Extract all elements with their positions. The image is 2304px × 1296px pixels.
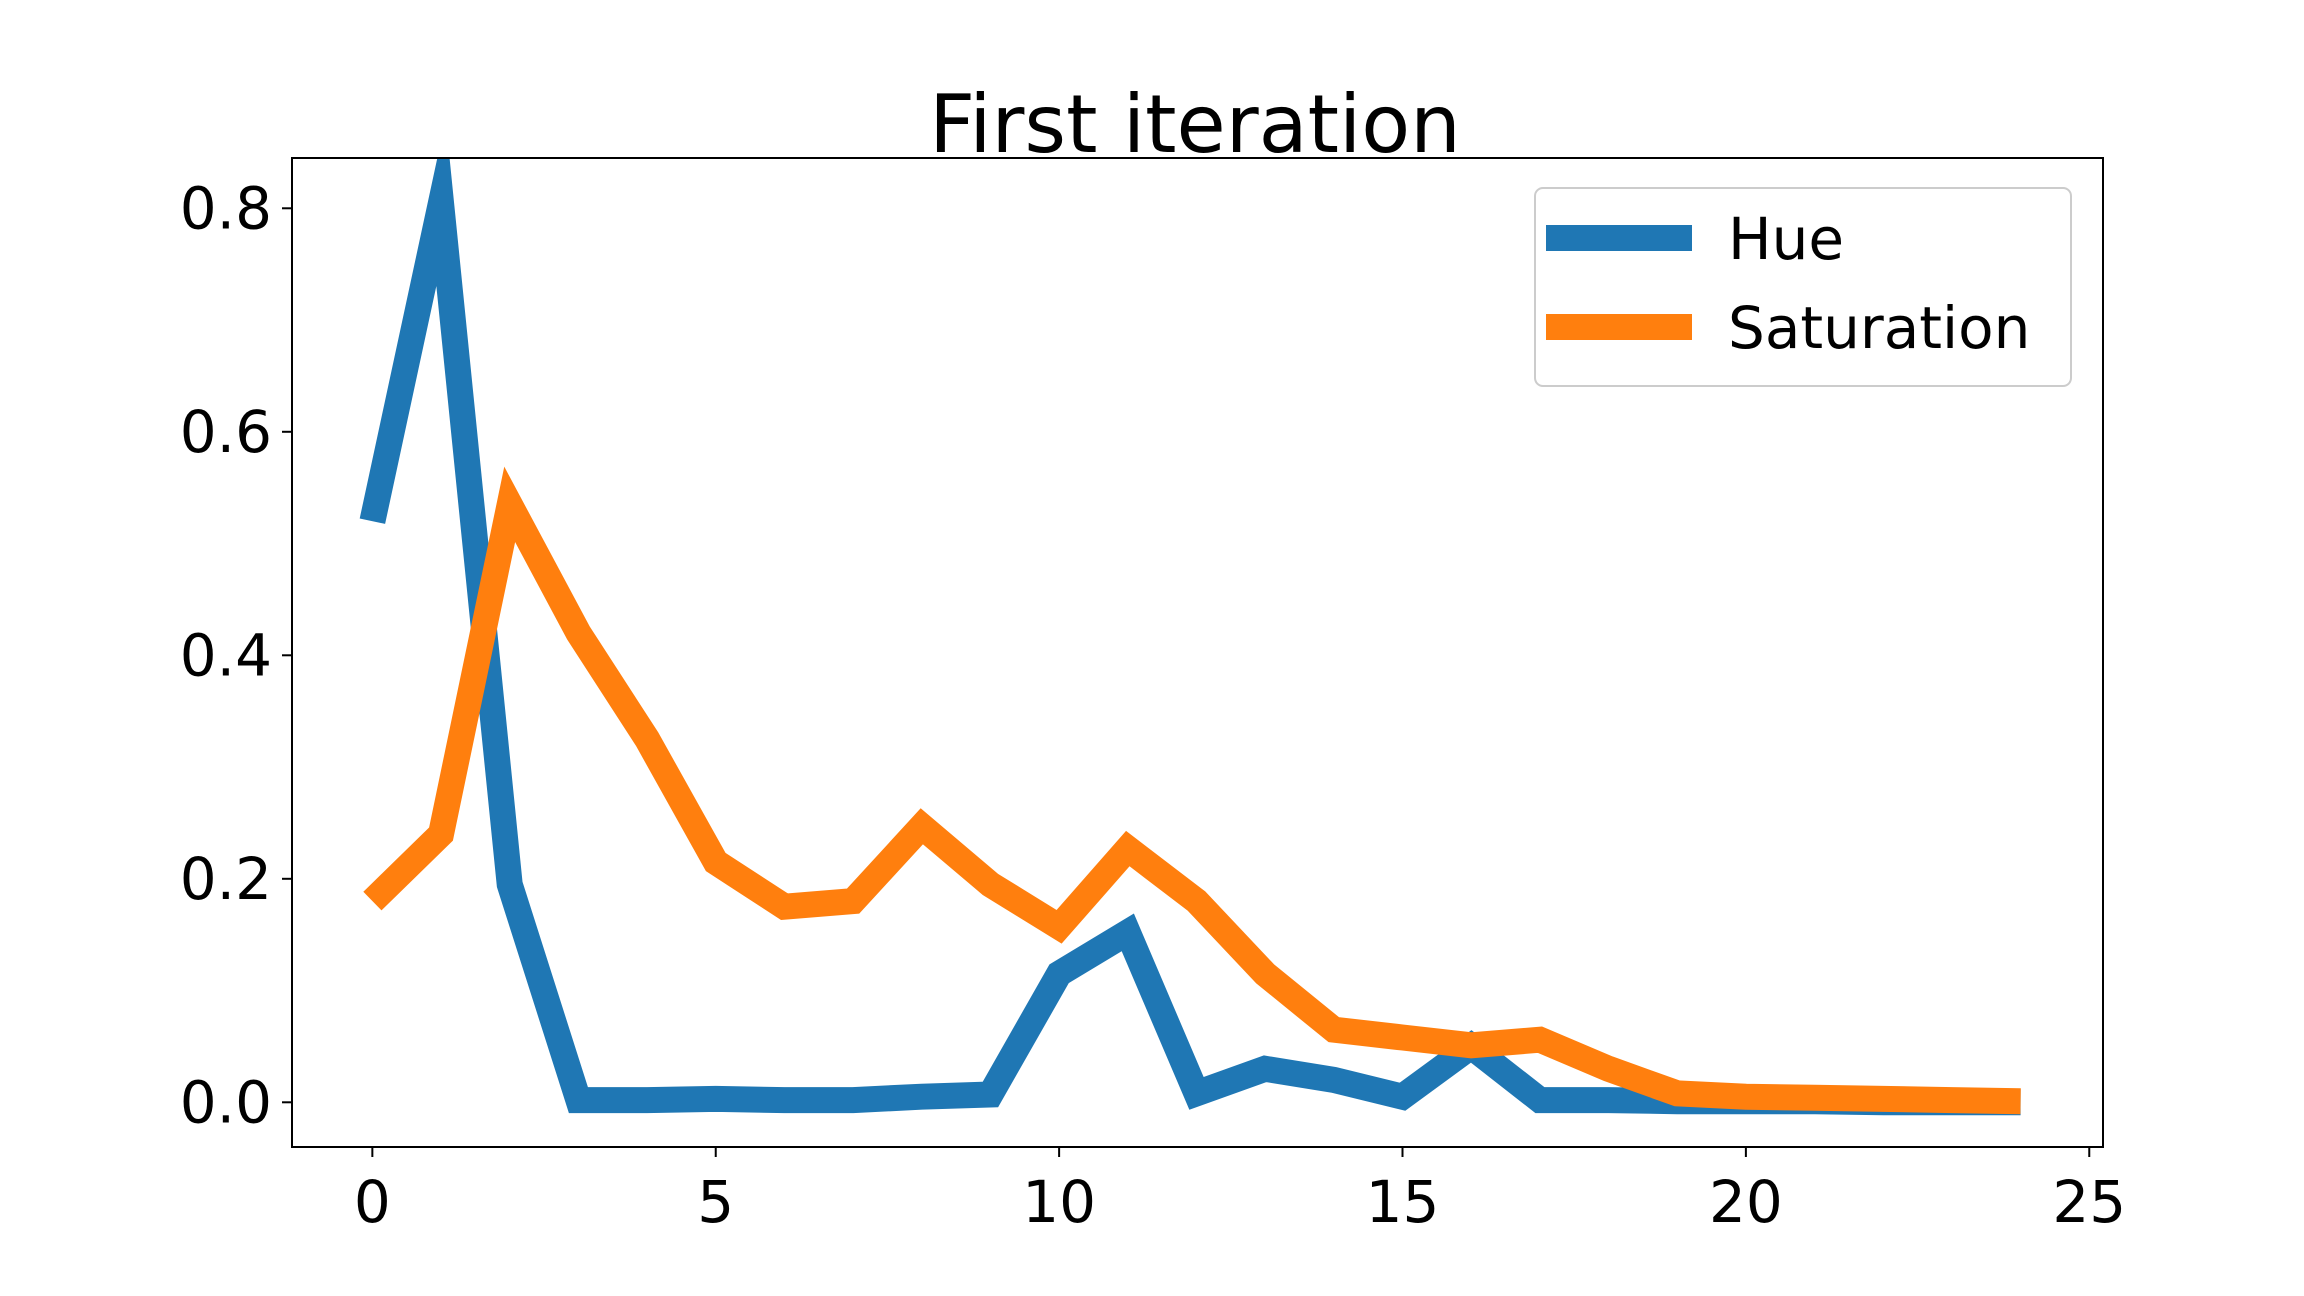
x-tick-label: 20 — [1709, 1168, 1783, 1236]
x-tick-label: 25 — [2052, 1168, 2126, 1236]
legend: Hue Saturation — [1534, 187, 2072, 387]
y-tick-label: 0.8 — [180, 174, 272, 242]
chart-title: First iteration — [929, 78, 1461, 171]
x-axis: 0 5 10 15 20 25 — [354, 1147, 2126, 1236]
series-line-saturation — [363, 466, 2021, 1115]
x-tick-label: 5 — [697, 1168, 734, 1236]
legend-label-saturation: Saturation — [1728, 294, 2030, 362]
x-tick-label: 10 — [1022, 1168, 1096, 1236]
x-tick-label: 0 — [354, 1168, 391, 1236]
plot-frame — [291, 157, 2104, 1148]
x-tick-label: 15 — [1366, 1168, 1440, 1236]
y-tick-label: 0.0 — [180, 1068, 272, 1136]
y-axis: 0.0 0.2 0.4 0.6 0.8 — [180, 174, 292, 1136]
y-tick-label: 0.4 — [180, 621, 272, 689]
legend-label-hue: Hue — [1728, 205, 1844, 273]
y-tick-label: 0.2 — [180, 845, 272, 913]
y-tick-label: 0.6 — [180, 398, 272, 466]
